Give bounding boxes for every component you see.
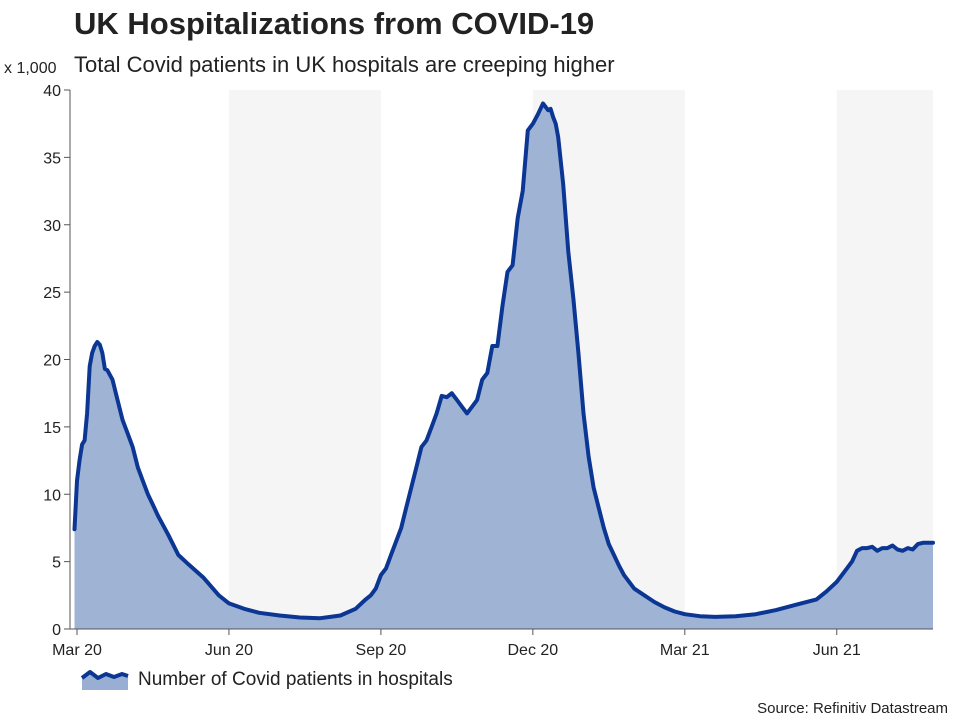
y-tick-label-20: 20 [43,353,61,370]
series-line [72,101,935,621]
x-tick-label-1: Jun 20 [205,642,253,659]
y-tick-label-25: 25 [43,285,61,302]
y-tick-label-10: 10 [43,487,61,504]
chart-subtitle: Total Covid patients in UK hospitals are… [74,52,615,77]
series-area-group [72,101,935,629]
y-tick-label-30: 30 [43,218,61,235]
legend-swatch [80,670,129,690]
y-tick-label-15: 15 [43,420,61,437]
legend-line [80,670,129,680]
y-tick-label-35: 35 [43,150,61,167]
y-tick-label-40: 40 [43,83,61,100]
chart-title: UK Hospitalizations from COVID-19 [74,6,595,41]
x-tick-label-5: Jun 21 [813,642,861,659]
y-tick-label-5: 5 [52,555,61,572]
legend-label: Number of Covid patients in hospitals [138,669,453,690]
legend[interactable]: Number of Covid patients in hospitals [80,668,453,692]
shaded-band-2 [836,90,933,629]
x-tick-label-0: Mar 20 [52,642,102,659]
y-axis-unit-label: x 1,000 [4,60,57,77]
series-area [74,103,933,629]
source-note: Source: Refinitiv Datastream [757,700,948,717]
shaded-band-0 [228,90,381,629]
x-tick-label-3: Dec 20 [508,642,559,659]
y-tick-label-0: 0 [52,622,61,639]
x-tick-label-4: Mar 21 [660,642,710,659]
x-tick-label-2: Sep 20 [356,642,407,659]
axes: 0 5 10 15 20 25 30 35 40 Mar 20 Jun 20 Sep 20 Dec 20… [43,83,933,659]
